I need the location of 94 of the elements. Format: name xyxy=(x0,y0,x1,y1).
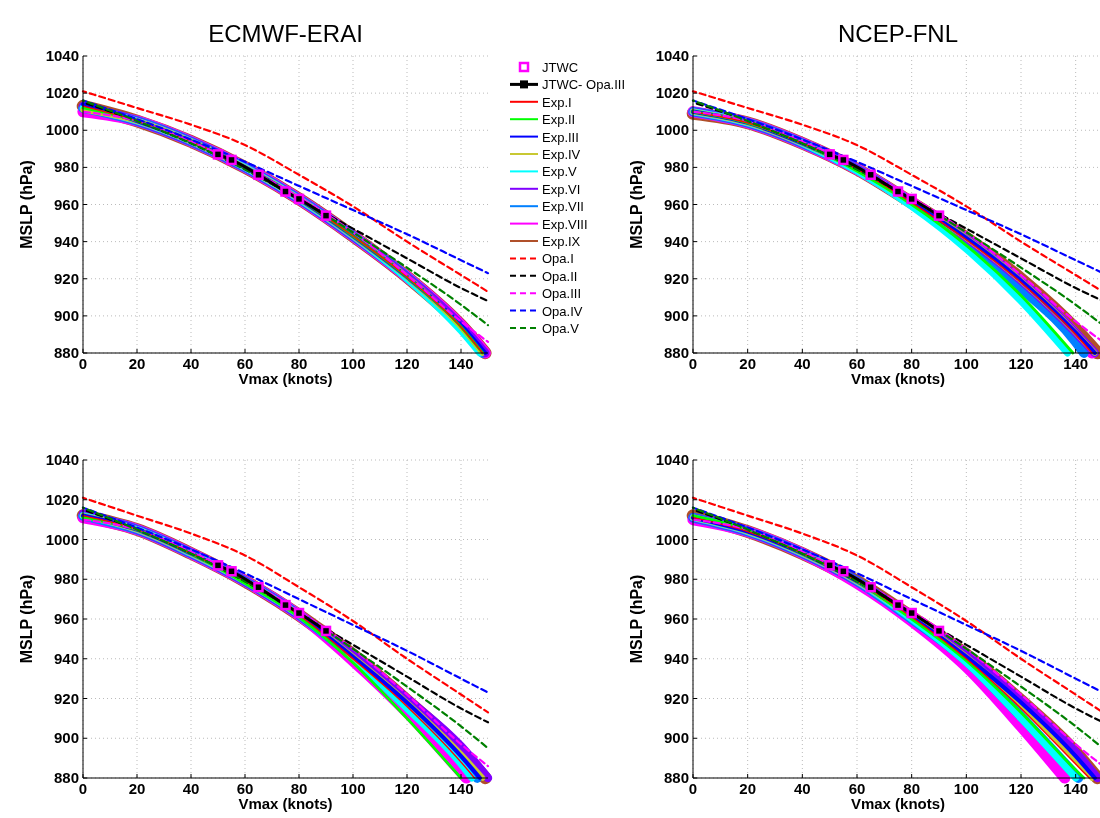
x-tick-label: 40 xyxy=(793,355,811,372)
legend-label: Exp.VII xyxy=(542,199,584,215)
x-tick-label: 140 xyxy=(448,355,474,372)
x-tick-label: 20 xyxy=(128,780,146,797)
x-tick-label: 120 xyxy=(394,780,420,797)
x-tick-label: 100 xyxy=(953,355,979,372)
x-tick-label: 80 xyxy=(290,780,308,797)
x-tick-label: 120 xyxy=(1008,780,1034,797)
y-tick-label: 920 xyxy=(663,269,689,287)
x-tick-label: 100 xyxy=(953,780,979,797)
y-tick-label: 960 xyxy=(663,195,689,213)
chart-title: NCEP-FNL xyxy=(837,20,959,47)
x-tick-label: 60 xyxy=(848,355,866,372)
x-tick-label: 20 xyxy=(128,355,146,372)
y-tick-label: 960 xyxy=(53,610,79,627)
legend-label: Opa.V xyxy=(542,321,580,336)
y-tick-label: 1020 xyxy=(45,84,79,102)
x-tick-label: 20 xyxy=(739,780,757,797)
x-tick-label: 140 xyxy=(1063,355,1089,372)
x-tick-label: 140 xyxy=(1063,780,1089,797)
y-tick-label: 1020 xyxy=(45,490,79,508)
y-tick-label: 960 xyxy=(53,195,79,213)
y-tick-label: 940 xyxy=(53,649,79,667)
y-tick-label: 1020 xyxy=(655,84,689,102)
y-axis-title: MSLP (hPa) xyxy=(18,160,35,249)
y-tick-label: 940 xyxy=(53,232,79,250)
y-tick-label: 1040 xyxy=(655,451,689,468)
y-tick-label: 900 xyxy=(663,306,689,324)
y-axis-title: MSLP (hPa) xyxy=(628,160,645,249)
y-tick-label: 1040 xyxy=(655,47,689,64)
legend-label: JTWC xyxy=(542,60,579,75)
legend-label: Opa.III xyxy=(542,286,582,302)
x-tick-label: 120 xyxy=(394,355,420,372)
x-tick-label: 100 xyxy=(340,780,366,797)
legend-label: Exp.VIII xyxy=(542,216,588,232)
x-tick-label: 0 xyxy=(78,780,88,797)
y-tick-label: 940 xyxy=(663,649,689,667)
y-tick-label: 920 xyxy=(53,269,79,287)
y-tick-label: 920 xyxy=(53,689,79,707)
legend-label: Exp.II xyxy=(542,112,576,128)
x-tick-label: 0 xyxy=(78,355,88,372)
x-tick-label: 80 xyxy=(903,355,921,372)
y-tick-label: 1040 xyxy=(45,451,79,468)
y-tick-label: 960 xyxy=(663,610,689,627)
x-tick-label: 100 xyxy=(340,355,366,372)
x-tick-label: 140 xyxy=(448,780,474,797)
legend-label: Opa.I xyxy=(542,251,574,267)
y-tick-label: 980 xyxy=(53,158,79,176)
y-tick-label: 1000 xyxy=(655,121,689,139)
legend-label: Exp.IV xyxy=(542,147,581,162)
legend-label: Exp.VI xyxy=(542,181,581,197)
y-tick-label: 880 xyxy=(53,344,79,361)
y-axis-title: MSLP (hPa) xyxy=(18,574,35,664)
y-tick-label: 1040 xyxy=(45,47,79,64)
legend-label: Opa.IV xyxy=(542,303,583,319)
y-tick-label: 920 xyxy=(663,689,689,707)
y-tick-label: 980 xyxy=(663,158,689,176)
x-tick-label: 40 xyxy=(793,780,811,797)
x-tick-label: 40 xyxy=(182,780,200,797)
legend-label: Exp.IX xyxy=(542,234,581,249)
legend-label: Opa.II xyxy=(542,268,578,284)
y-tick-label: 940 xyxy=(663,232,689,250)
legend-label: Exp.I xyxy=(542,94,572,110)
y-tick-label: 880 xyxy=(663,769,689,786)
x-tick-label: 60 xyxy=(236,355,254,372)
legend-label: JTWC- Opa.III xyxy=(542,77,626,93)
y-tick-label: 1000 xyxy=(45,530,79,548)
x-tick-label: 60 xyxy=(236,780,254,797)
x-tick-label: 0 xyxy=(688,780,698,797)
x-tick-label: 60 xyxy=(848,780,866,797)
y-tick-label: 900 xyxy=(53,729,79,747)
y-tick-label: 880 xyxy=(53,769,79,786)
x-tick-label: 40 xyxy=(182,355,200,372)
legend-label: Exp.III xyxy=(542,129,579,145)
y-tick-label: 900 xyxy=(663,729,689,747)
legend-label: Exp.V xyxy=(542,164,578,180)
x-axis-title: Vmax (knots) xyxy=(850,370,946,387)
x-axis-title: Vmax (knots) xyxy=(850,795,946,812)
y-tick-label: 980 xyxy=(53,570,79,588)
x-tick-label: 80 xyxy=(290,355,308,372)
x-tick-label: 20 xyxy=(739,355,757,372)
y-tick-label: 1020 xyxy=(655,490,689,508)
y-tick-label: 1000 xyxy=(655,530,689,548)
y-tick-label: 980 xyxy=(663,570,689,588)
x-axis-title: Vmax (knots) xyxy=(238,370,333,387)
y-axis-title: MSLP (hPa) xyxy=(628,574,645,664)
chart-title: ECMWF-ERAI xyxy=(208,20,363,47)
x-tick-label: 120 xyxy=(1008,355,1034,372)
x-tick-label: 0 xyxy=(688,355,698,372)
y-tick-label: 880 xyxy=(663,344,689,361)
y-tick-label: 900 xyxy=(53,306,79,324)
x-axis-title: Vmax (knots) xyxy=(238,795,333,812)
y-tick-label: 1000 xyxy=(45,121,79,139)
x-tick-label: 80 xyxy=(903,780,921,797)
